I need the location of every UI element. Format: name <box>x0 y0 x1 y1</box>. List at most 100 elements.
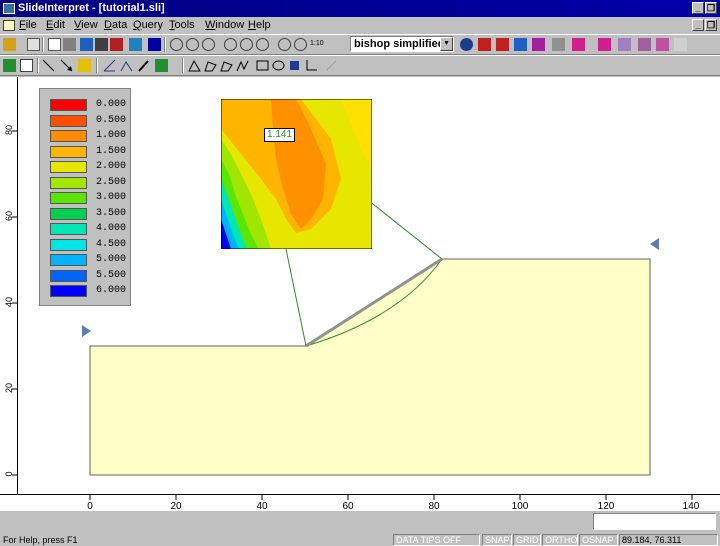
menu-window[interactable]: Window <box>205 19 245 31</box>
grid-toggle[interactable]: GRID <box>513 534 541 546</box>
doc-restore-button[interactable]: ❐ <box>705 19 717 31</box>
chart-icon[interactable] <box>80 38 93 51</box>
legend-swatch <box>50 130 87 142</box>
menu-view[interactable]: View <box>74 19 98 31</box>
zoom-out-icon[interactable] <box>202 38 215 51</box>
legend-label: 1.000 <box>95 130 126 141</box>
toolbar-separator <box>182 58 184 73</box>
polyline-icon[interactable] <box>120 59 133 72</box>
zoom-all-icon[interactable] <box>170 38 183 51</box>
ortho-toggle[interactable]: ORTHO <box>542 534 578 546</box>
page-icon[interactable] <box>20 59 33 72</box>
x-tick-label: 40 <box>256 501 268 512</box>
zoom-in-icon[interactable] <box>186 38 199 51</box>
analysis-method-select[interactable]: bishop simplified ▼ <box>350 36 454 52</box>
print-icon[interactable] <box>63 38 76 51</box>
zoom-scale-icon[interactable] <box>294 38 307 51</box>
document-icon[interactable] <box>3 20 15 31</box>
pan-icon[interactable] <box>256 38 269 51</box>
line-icon[interactable] <box>42 59 55 72</box>
legend-label: 4.500 <box>95 238 126 250</box>
window-title: SlideInterpret - [tutorial1.sli] <box>18 2 165 14</box>
contour-icon[interactable] <box>572 38 585 51</box>
menu-tools[interactable]: Tools <box>169 19 195 31</box>
legend-swatch <box>50 238 87 251</box>
safety-factor-legend[interactable]: 0.000 0.500 1.000 1.500 2.000 2.500 3.000 3.500… <box>39 88 131 306</box>
legend-label: 2.500 <box>95 176 126 188</box>
y-tick-label: 80 <box>4 125 14 136</box>
filled-polygon-icon[interactable] <box>220 59 233 72</box>
minimize-button[interactable]: _ <box>692 2 704 14</box>
x-tick-label: 100 <box>511 501 529 512</box>
legend-swatch <box>50 254 87 266</box>
layout-icon[interactable] <box>3 59 16 72</box>
chevron-down-icon[interactable]: ▼ <box>440 37 453 51</box>
freehand-icon[interactable] <box>236 59 249 72</box>
query-icon[interactable] <box>532 38 545 51</box>
menu-file[interactable]: File <box>19 19 37 31</box>
horizontal-ruler-ticks <box>89 494 693 500</box>
x-tick-label: 80 <box>428 501 440 512</box>
global-minimum-icon[interactable] <box>460 38 473 51</box>
image-icon[interactable] <box>155 59 168 72</box>
app-icon <box>3 3 15 14</box>
open-icon[interactable] <box>3 38 16 51</box>
rectangle-icon[interactable] <box>256 59 269 72</box>
copy-icon[interactable] <box>95 38 108 51</box>
menu-data[interactable]: Data <box>104 19 128 31</box>
main-toolbar: 1:10 bishop simplified ▼ <box>0 34 720 55</box>
slice-icon[interactable] <box>552 38 565 51</box>
doc-minimize-button[interactable]: _ <box>692 19 704 31</box>
export-icon[interactable] <box>110 38 123 51</box>
triangle-icon[interactable] <box>188 59 201 72</box>
analysis-method-value: bishop simplified <box>354 38 445 50</box>
toolbar-separator <box>96 58 98 73</box>
restore-button[interactable]: ❐ <box>705 2 717 14</box>
window-icon[interactable] <box>148 38 161 51</box>
minimum-surface-icon[interactable] <box>478 38 491 51</box>
command-input[interactable] <box>593 513 716 530</box>
ellipse-icon[interactable] <box>272 59 285 72</box>
angle-icon[interactable] <box>103 59 116 72</box>
safety-factor-contour[interactable] <box>221 99 372 249</box>
x-tick-label: 0 <box>87 501 93 512</box>
status-bar: For Help, press F1 DATA TIPS OFF SNAP GR… <box>0 534 720 546</box>
graph-icon[interactable] <box>129 38 142 51</box>
legend-swatch <box>50 99 87 111</box>
slope-body <box>89 258 651 476</box>
data-tips-toggle[interactable]: DATA TIPS OFF <box>393 534 480 546</box>
sensitivity-icon[interactable] <box>656 38 669 51</box>
sample-icon[interactable] <box>618 38 631 51</box>
drawing-toolbar <box>0 55 720 76</box>
menu-help[interactable]: Help <box>248 19 271 31</box>
title-bar: SlideInterpret - [tutorial1.sli] _ ❐ <box>0 0 720 17</box>
osnap-toggle[interactable]: OSNAP <box>579 534 618 546</box>
disabled-icon <box>674 38 687 51</box>
save-icon[interactable] <box>27 38 40 51</box>
arrow-icon[interactable] <box>60 59 73 72</box>
legend-swatch <box>50 145 87 158</box>
text-icon[interactable] <box>288 59 301 72</box>
snap-toggle[interactable]: SNAP <box>482 534 512 546</box>
legend-label: 0.500 <box>95 114 126 126</box>
filter-surfaces-icon[interactable] <box>514 38 527 51</box>
horizontal-ruler <box>0 494 720 511</box>
legend-label: 3.500 <box>95 207 126 219</box>
all-surfaces-icon[interactable] <box>496 38 509 51</box>
dimension-icon[interactable] <box>78 59 91 72</box>
zoom-ratio-label[interactable]: 1:10 <box>310 40 324 47</box>
toolbar-separator <box>37 58 39 73</box>
graph-data-icon[interactable] <box>598 38 611 51</box>
x-tick-label: 140 <box>682 501 700 512</box>
minimum-safety-factor-label[interactable]: 1.141 <box>264 128 295 142</box>
axis-icon[interactable] <box>305 59 318 72</box>
pencil-icon[interactable] <box>137 59 150 72</box>
print-preview-icon[interactable] <box>48 38 61 51</box>
menu-edit[interactable]: Edit <box>46 19 65 31</box>
zoom-extents-icon[interactable] <box>278 38 291 51</box>
polygon-icon[interactable] <box>204 59 217 72</box>
probability-icon[interactable] <box>638 38 651 51</box>
menu-query[interactable]: Query <box>133 19 163 31</box>
zoom-window-icon[interactable] <box>224 38 237 51</box>
zoom-previous-icon[interactable] <box>240 38 253 51</box>
